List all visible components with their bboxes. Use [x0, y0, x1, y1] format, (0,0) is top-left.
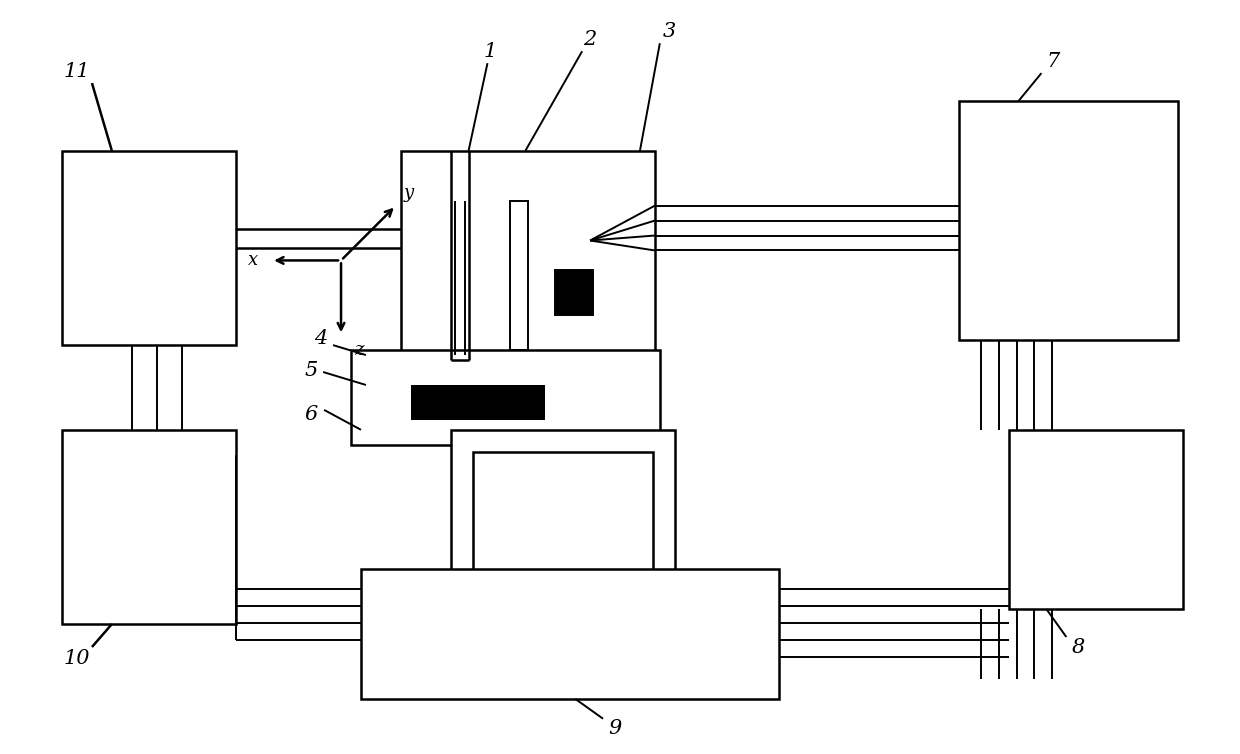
- Text: y: y: [404, 184, 414, 201]
- Bar: [62, 430, 237, 624]
- Text: 7: 7: [1047, 52, 1060, 71]
- Bar: [62, 151, 237, 345]
- Text: 2: 2: [584, 29, 596, 49]
- Text: 5: 5: [305, 360, 317, 379]
- Text: 4: 4: [315, 329, 327, 348]
- Bar: [351, 350, 660, 445]
- Text: 11: 11: [63, 62, 91, 81]
- Bar: [1008, 430, 1183, 609]
- Text: 9: 9: [609, 719, 621, 738]
- Text: z: z: [355, 341, 363, 359]
- Text: x: x: [248, 251, 258, 269]
- Text: 10: 10: [63, 649, 91, 669]
- Bar: [556, 271, 593, 315]
- Text: 6: 6: [305, 406, 317, 425]
- Bar: [361, 569, 780, 699]
- Bar: [472, 452, 653, 582]
- Bar: [959, 101, 1178, 340]
- Bar: [401, 151, 655, 420]
- Bar: [450, 430, 675, 604]
- Bar: [410, 385, 546, 420]
- Text: 8: 8: [1071, 637, 1085, 657]
- Bar: [511, 201, 528, 350]
- Text: 3: 3: [663, 22, 677, 41]
- Text: 1: 1: [484, 41, 497, 61]
